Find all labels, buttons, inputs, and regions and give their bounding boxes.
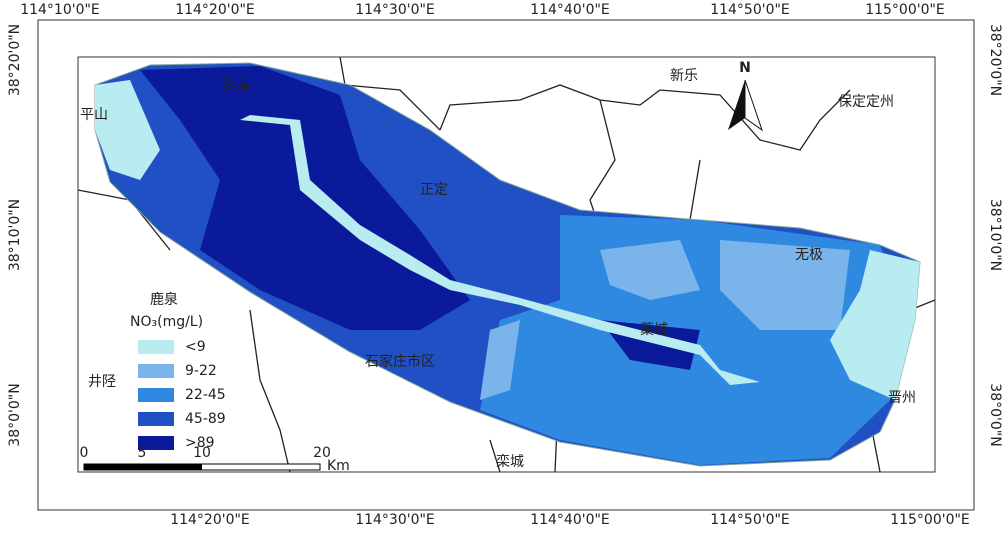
river — [240, 115, 760, 385]
lat-label: 38°20'0"N — [7, 24, 23, 96]
place-label: 灵寿 — [222, 77, 250, 94]
lon-label: 114°40'0"E — [530, 2, 610, 18]
no3-zones — [94, 62, 921, 467]
place-label: 藁城 — [640, 322, 668, 338]
lon-label: 115°00'0"E — [865, 2, 945, 18]
legend-label: >89 — [185, 435, 215, 451]
lat-label: 38°0'0"N — [7, 383, 23, 446]
place-label: 井陉 — [88, 374, 116, 390]
place-label: 保定定州 — [838, 94, 894, 110]
place-label: 鹿泉 — [150, 291, 178, 308]
zone-gt89 — [140, 66, 470, 330]
zone-9-22 — [480, 240, 850, 400]
legend-label: 9-22 — [185, 363, 217, 379]
scale-label: 5 — [138, 445, 147, 461]
place-label: 正定 — [420, 182, 448, 198]
legend-swatch — [138, 388, 174, 402]
place-label: 晋州 — [888, 390, 916, 406]
lon-label: 114°10'0"E — [20, 2, 100, 18]
lon-label: 114°40'0"E — [530, 512, 610, 528]
lon-label: 114°50'0"E — [710, 2, 790, 18]
scale-unit: Km — [327, 458, 350, 474]
lat-label: 38°10'0"N — [987, 199, 1003, 271]
lon-label: 114°50'0"E — [710, 512, 790, 528]
lon-label: 115°00'0"E — [890, 512, 970, 528]
legend-title: NO₃(mg/L) — [130, 314, 203, 330]
north-arrow — [728, 79, 763, 132]
lon-label: 114°30'0"E — [355, 2, 435, 18]
legend-label: 45-89 — [185, 411, 226, 427]
scale-label: 20 — [313, 445, 331, 461]
lon-label: 114°20'0"E — [175, 2, 255, 18]
place-label: 石家庄市区 — [365, 353, 435, 370]
legend-swatch — [138, 412, 174, 426]
lat-label: 38°0'0"N — [987, 383, 1003, 446]
lat-label: 38°20'0"N — [987, 24, 1003, 96]
scale-label: 0 — [80, 445, 89, 461]
scale-label: 10 — [193, 445, 211, 461]
scale-bar-fill — [84, 464, 202, 470]
legend-swatch — [138, 436, 174, 450]
lon-label: 114°30'0"E — [355, 512, 435, 528]
lat-label: 38°10'0"N — [7, 199, 23, 271]
legend-swatch — [138, 340, 174, 354]
north-label: N — [739, 60, 751, 76]
place-label: 无极 — [795, 247, 823, 263]
place-label: 栾城 — [496, 453, 524, 470]
place-label: 平山 — [80, 107, 108, 123]
legend-label: <9 — [185, 339, 206, 355]
legend-swatch — [138, 364, 174, 378]
legend-label: 22-45 — [185, 387, 226, 403]
lon-label: 114°20'0"E — [170, 512, 250, 528]
place-label: 新乐 — [670, 68, 698, 84]
